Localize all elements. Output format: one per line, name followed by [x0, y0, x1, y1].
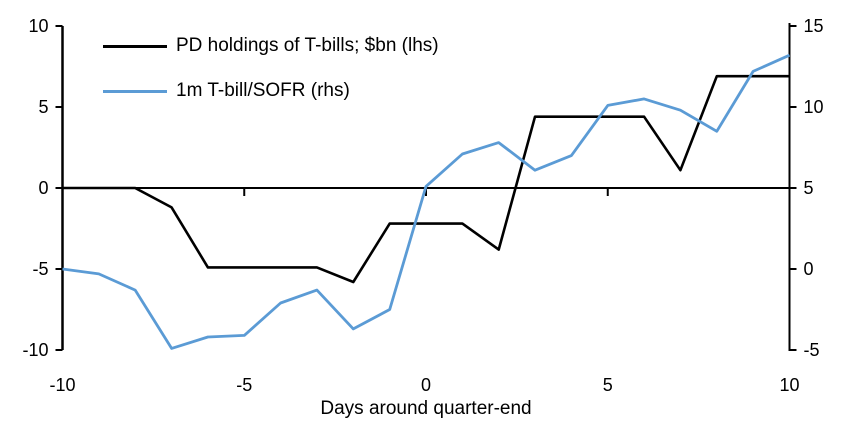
left-tick-label: -5 [32, 259, 48, 279]
x-tick-label: -10 [49, 375, 75, 395]
right-tick-label: -5 [804, 340, 820, 360]
left-tick-label: -10 [22, 340, 48, 360]
right-tick-label: 5 [804, 178, 814, 198]
legend-line-sample-black [103, 44, 167, 48]
right-tick-label: 15 [804, 16, 824, 36]
x-axis-title: Days around quarter-end [320, 398, 532, 419]
left-tick-label: 5 [38, 97, 48, 117]
right-tick-label: 10 [804, 97, 824, 117]
series-1m-tbill-sofr-line [62, 53, 791, 350]
legend-item-tbill-sofr: 1m T-bill/SOFR (rhs) [103, 78, 439, 104]
legend-item-pd-holdings: PD holdings of T-bills; $bn (lhs) [103, 33, 439, 59]
left-tick-label: 0 [38, 178, 48, 198]
legend-label-tbill-sofr: 1m T-bill/SOFR (rhs) [176, 80, 350, 101]
x-tick-label: 5 [603, 375, 613, 395]
x-tick-label: -5 [236, 375, 252, 395]
left-tick-label: 10 [28, 16, 48, 36]
series-pd-holdings-line [62, 74, 790, 284]
x-tick-label: 10 [779, 375, 799, 395]
legend-line-sample-blue [103, 89, 167, 93]
legend-label-pd-holdings: PD holdings of T-bills; $bn (lhs) [176, 35, 439, 56]
x-tick-label: 0 [421, 375, 431, 395]
right-tick-label: 0 [804, 259, 814, 279]
legend: PD holdings of T-bills; $bn (lhs) 1m T-b… [103, 33, 439, 123]
